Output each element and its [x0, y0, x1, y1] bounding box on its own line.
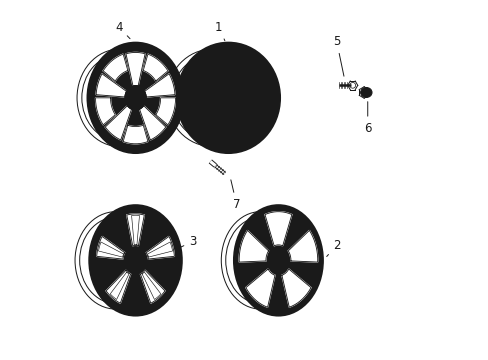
- Text: 5: 5: [332, 35, 343, 76]
- Polygon shape: [245, 269, 274, 307]
- Ellipse shape: [87, 42, 183, 153]
- Ellipse shape: [268, 248, 287, 273]
- Polygon shape: [105, 106, 131, 140]
- Polygon shape: [239, 230, 268, 262]
- Ellipse shape: [124, 86, 146, 110]
- Polygon shape: [106, 270, 130, 303]
- Polygon shape: [288, 230, 317, 262]
- Polygon shape: [126, 53, 145, 86]
- Ellipse shape: [360, 87, 371, 98]
- Polygon shape: [264, 212, 291, 246]
- Polygon shape: [144, 74, 175, 97]
- Text: 2: 2: [326, 239, 340, 257]
- Polygon shape: [156, 98, 175, 125]
- Polygon shape: [140, 270, 164, 303]
- Polygon shape: [95, 98, 115, 125]
- Text: 7: 7: [230, 180, 240, 211]
- Polygon shape: [139, 106, 165, 140]
- Polygon shape: [97, 237, 124, 259]
- Text: 1: 1: [215, 21, 224, 41]
- Ellipse shape: [89, 205, 182, 316]
- Polygon shape: [96, 74, 126, 97]
- Text: 4: 4: [115, 21, 130, 39]
- Polygon shape: [126, 214, 144, 246]
- Ellipse shape: [124, 247, 146, 274]
- Polygon shape: [143, 54, 167, 81]
- Polygon shape: [146, 237, 174, 259]
- Text: 3: 3: [159, 235, 196, 257]
- Ellipse shape: [176, 42, 280, 153]
- Polygon shape: [281, 269, 310, 307]
- Polygon shape: [103, 54, 127, 81]
- Text: 6: 6: [363, 102, 371, 135]
- Polygon shape: [123, 125, 147, 144]
- Ellipse shape: [93, 49, 178, 147]
- Ellipse shape: [233, 205, 323, 316]
